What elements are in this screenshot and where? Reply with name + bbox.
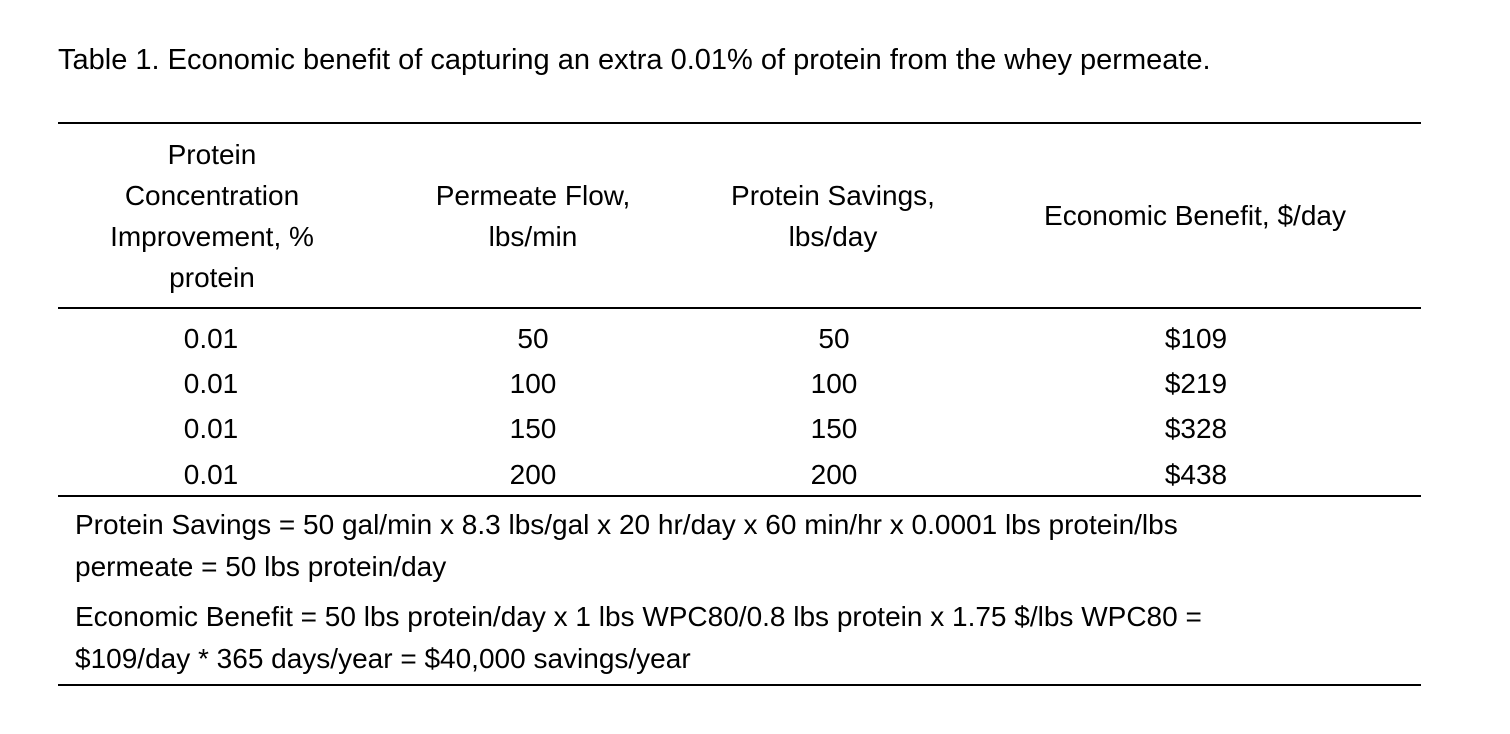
table-bottom-rule [58, 684, 1421, 686]
body-bottom-rule [58, 495, 1421, 497]
cell-economic-benefit: $109 [1164, 323, 1228, 354]
header-protein-savings: Protein Savings, lbs/day [680, 124, 986, 307]
header-line: protein [169, 261, 255, 293]
header-economic-benefit: Economic Benefit, $/day [990, 124, 1400, 307]
cell-economic-benefit: $438 [1164, 459, 1228, 490]
cell-concentration-improvement: 0.01 [183, 323, 239, 354]
cell-protein-savings: 200 [810, 459, 858, 490]
protein-savings-note: Protein Savings = 50 gal/min x 8.3 lbs/g… [75, 504, 1405, 588]
header-protein-concentration-improvement: Protein Concentration Improvement, % pro… [58, 124, 366, 307]
note-line: permeate = 50 lbs protein/day [75, 551, 447, 582]
cell-concentration-improvement: 0.01 [183, 368, 239, 399]
header-permeate-flow: Permeate Flow, lbs/min [380, 124, 686, 307]
table-row: 0.01 150 150 $328 [0, 406, 1510, 451]
header-line: Protein [167, 138, 257, 170]
header-line: Permeate Flow, [435, 179, 631, 211]
cell-economic-benefit: $219 [1164, 368, 1228, 399]
header-line: Economic Benefit, $/day [1044, 200, 1346, 231]
header-line: Protein Savings, [731, 179, 935, 211]
table-caption: Table 1. Economic benefit of capturing a… [58, 44, 1211, 76]
cell-concentration-improvement: 0.01 [183, 459, 239, 490]
note-line: Protein Savings = 50 gal/min x 8.3 lbs/g… [75, 509, 1178, 540]
cell-protein-savings: 100 [810, 368, 858, 399]
cell-permeate-flow: 150 [509, 413, 557, 444]
table-row: 0.01 100 100 $219 [0, 361, 1510, 406]
cell-protein-savings: 50 [818, 323, 850, 354]
header-line: Improvement, % [110, 220, 314, 252]
table-top-rule [58, 122, 1421, 124]
table-row: 0.01 200 200 $438 [0, 452, 1510, 497]
note-line: Economic Benefit = 50 lbs protein/day x … [75, 601, 1202, 632]
header-line: lbs/min [488, 220, 578, 252]
cell-concentration-improvement: 0.01 [183, 413, 239, 444]
economic-benefit-note: Economic Benefit = 50 lbs protein/day x … [75, 596, 1405, 680]
note-line: $109/day * 365 days/year = $40,000 savin… [75, 643, 691, 674]
cell-permeate-flow: 100 [509, 368, 557, 399]
header-line: Concentration [124, 179, 300, 211]
header-line: lbs/day [788, 220, 878, 252]
cell-economic-benefit: $328 [1164, 413, 1228, 444]
cell-protein-savings: 150 [810, 413, 858, 444]
table-row: 0.01 50 50 $109 [0, 316, 1510, 361]
header-bottom-rule [58, 307, 1421, 309]
cell-permeate-flow: 200 [509, 459, 557, 490]
cell-permeate-flow: 50 [517, 323, 549, 354]
